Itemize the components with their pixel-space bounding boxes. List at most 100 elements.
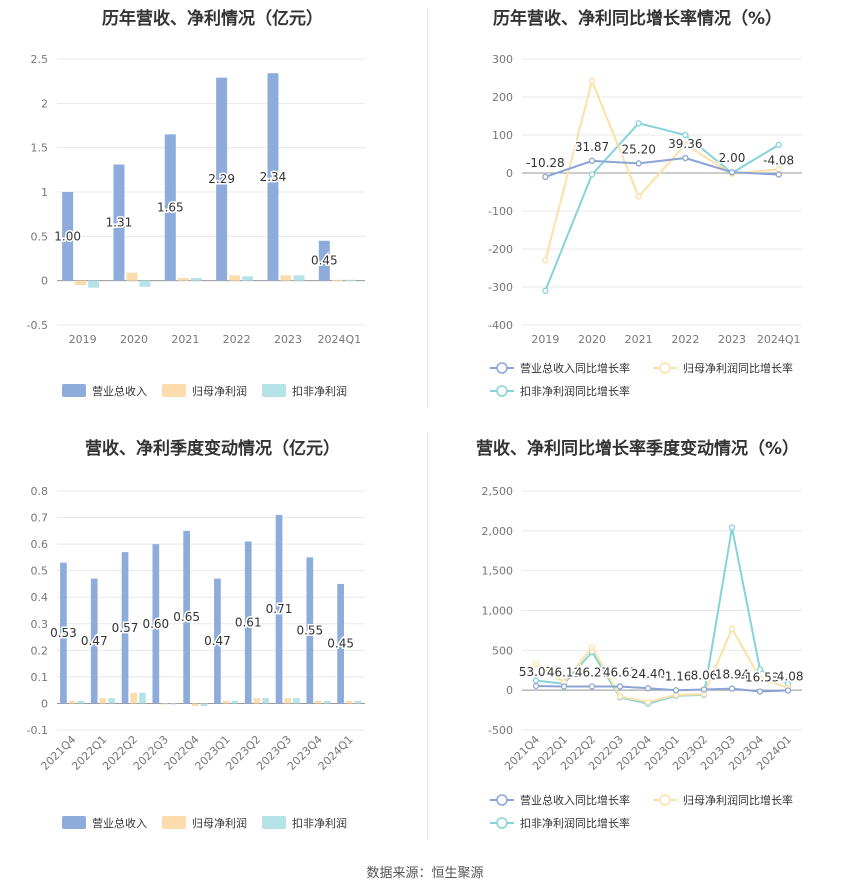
data-label: 2.34 xyxy=(260,170,287,184)
y-tick-label: 0.2 xyxy=(31,644,49,657)
data-point xyxy=(532,682,540,690)
bar xyxy=(345,700,353,704)
bar xyxy=(108,698,115,704)
series-line xyxy=(535,684,789,693)
legend-swatch xyxy=(62,816,86,829)
legend-label: 归母净利润同比增长率 xyxy=(683,793,793,807)
bar xyxy=(318,240,330,281)
y-tick-label: 0.8 xyxy=(31,485,49,498)
y-tick-label: 2 xyxy=(41,97,48,110)
data-point xyxy=(728,685,736,692)
bar xyxy=(331,279,343,281)
bar xyxy=(354,700,362,704)
data-source: 数据来源：恒生聚源 xyxy=(366,866,484,881)
data-label: 2.29 xyxy=(208,172,235,186)
data-point xyxy=(588,77,596,85)
bar xyxy=(62,192,74,281)
bar xyxy=(177,278,189,281)
legend-label: 扣非净利润同比增长率 xyxy=(520,816,630,830)
bar xyxy=(323,700,331,704)
data-label: 2.00 xyxy=(719,151,746,165)
legend-marker xyxy=(659,794,671,806)
data-point xyxy=(756,688,764,695)
data-point xyxy=(635,120,642,127)
data-point xyxy=(644,698,652,706)
bar xyxy=(152,544,160,704)
data-label: -4.08 xyxy=(763,154,794,168)
x-tick-label: 2021 xyxy=(625,333,653,346)
x-tick-label: 2019 xyxy=(531,333,559,346)
data-label: 1.31 xyxy=(106,216,133,230)
x-tick-label: 2023 xyxy=(718,333,746,346)
chart-title: 历年营收、净利情况（亿元） xyxy=(102,9,323,29)
data-point xyxy=(588,157,596,165)
y-tick-label: 2.5 xyxy=(31,53,49,66)
legend-label: 营业总收入 xyxy=(92,384,147,398)
bar xyxy=(337,583,344,704)
bar xyxy=(60,562,67,704)
annual-values-plot: 2.5 2 1.5 1 0.5 0 -0.5 2019 2020 2021 2022 2023 2024… xyxy=(27,53,365,398)
data-point xyxy=(682,141,689,148)
bar xyxy=(293,698,300,704)
y-tick-label: -200 xyxy=(488,243,513,256)
bar xyxy=(267,73,279,281)
data-label: 39.36 xyxy=(668,137,702,151)
legend-label: 扣非净利润 xyxy=(292,816,347,830)
bar xyxy=(121,552,129,704)
series-line xyxy=(535,626,789,704)
bar xyxy=(191,703,199,707)
vertical-divider xyxy=(427,8,428,408)
quarterly-values-plot: 0.80.70.60.50.40.30.20.10-0.12021Q42022Q… xyxy=(27,485,365,830)
legend-marker xyxy=(659,362,671,374)
bar xyxy=(130,692,138,704)
quarterly-values-chart: 营收、净利季度变动情况（亿元） 0.8 0.7 0.6 0.5 0.4 0.3 0.2 0.1… xyxy=(0,425,425,850)
chart-title: 历年营收、净利同比增长率情况（%） xyxy=(492,9,783,29)
data-point xyxy=(672,687,680,694)
legend-label: 归母净利润同比增长率 xyxy=(683,361,793,375)
y-tick-label: 0.6 xyxy=(31,538,49,551)
legend-label: 扣非净利润同比增长率 xyxy=(520,384,630,398)
data-label: 24.40 xyxy=(631,667,665,681)
data-label: 0.53 xyxy=(50,626,77,640)
y-tick-label: -0.5 xyxy=(27,319,48,332)
data-label: 0.45 xyxy=(327,637,354,651)
x-tick-label: 2020 xyxy=(120,333,148,346)
y-tick-label: 0.5 xyxy=(31,230,49,243)
data-point xyxy=(682,154,689,162)
bar xyxy=(90,578,98,704)
bar xyxy=(253,698,261,704)
bar xyxy=(190,278,202,281)
data-label: 0.47 xyxy=(81,634,108,648)
quarterly-growth-chart: 营收、净利同比增长率季度变动情况（%） 2,500 2,000 1,500 1,000… xyxy=(425,425,850,850)
data-label: 46.27 xyxy=(575,665,609,679)
bar xyxy=(231,700,239,704)
bar xyxy=(200,703,208,707)
bar xyxy=(280,275,292,281)
legend-label: 扣非净利润 xyxy=(292,384,347,398)
bar xyxy=(284,698,292,704)
y-tick-label: 0 xyxy=(41,697,48,710)
quarterly-growth-plot: 2,5002,0001,5001,0005000-5002021Q42022Q1… xyxy=(482,485,806,830)
bar xyxy=(77,700,85,704)
y-tick-label: 2,500 xyxy=(482,485,514,498)
legend-swatch xyxy=(162,816,186,829)
data-label: -4.08 xyxy=(772,669,803,683)
data-label: 0.45 xyxy=(311,254,338,268)
legend-label: 归母净利润 xyxy=(192,816,247,830)
y-tick-label: 300 xyxy=(492,53,513,66)
y-tick-label: 0.7 xyxy=(31,512,49,525)
data-label: 31.87 xyxy=(575,140,609,154)
series-line xyxy=(545,157,779,178)
y-tick-label: 2,000 xyxy=(482,525,514,538)
data-point xyxy=(775,141,782,149)
series-line xyxy=(535,527,789,705)
bar xyxy=(164,134,176,281)
bar xyxy=(315,700,322,704)
y-tick-label: 100 xyxy=(492,129,513,142)
data-point xyxy=(542,173,549,181)
legend-swatch xyxy=(262,816,286,829)
data-point xyxy=(784,687,792,694)
y-tick-label: 200 xyxy=(492,91,513,104)
data-label: -16.53 xyxy=(741,670,780,684)
data-point xyxy=(756,675,764,682)
